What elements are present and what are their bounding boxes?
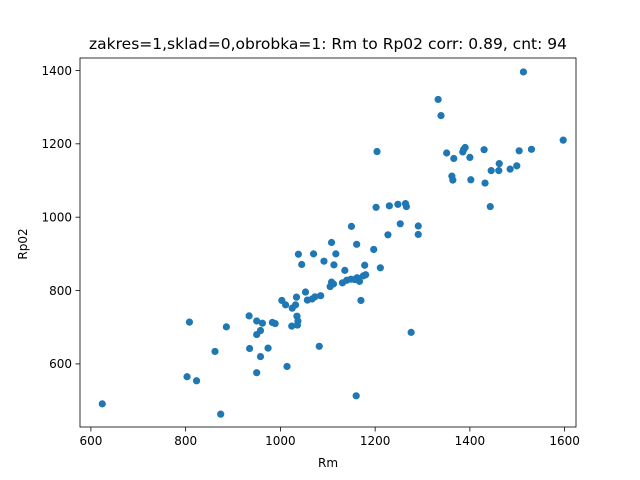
data-point bbox=[373, 147, 381, 156]
data-point bbox=[291, 301, 300, 309]
data-point bbox=[292, 293, 301, 301]
data-point bbox=[467, 176, 475, 184]
x-tick-label: 1000 bbox=[265, 434, 296, 448]
data-point bbox=[385, 202, 393, 210]
data-point bbox=[341, 266, 349, 274]
data-point bbox=[253, 369, 261, 377]
data-point bbox=[449, 176, 457, 184]
data-point bbox=[264, 344, 272, 352]
data-point bbox=[217, 410, 225, 418]
data-point bbox=[486, 202, 494, 211]
data-point bbox=[332, 250, 340, 258]
data-point bbox=[315, 342, 323, 350]
data-point bbox=[434, 95, 442, 104]
data-point bbox=[450, 154, 458, 163]
data-point bbox=[256, 326, 265, 335]
data-point bbox=[495, 167, 503, 175]
chart-title: zakres=1,sklad=0,obrobka=1: Rm to Rp02 c… bbox=[89, 35, 567, 53]
data-point bbox=[480, 146, 488, 154]
data-point bbox=[466, 153, 474, 161]
data-point bbox=[288, 322, 296, 330]
data-point bbox=[294, 317, 302, 325]
data-point bbox=[414, 230, 422, 239]
data-point bbox=[394, 200, 402, 208]
data-point bbox=[256, 352, 265, 361]
x-tick-label: 1600 bbox=[549, 434, 580, 448]
data-point bbox=[327, 238, 336, 247]
data-point bbox=[185, 318, 194, 326]
data-point bbox=[353, 240, 361, 248]
y-tick-label: 1200 bbox=[41, 137, 72, 151]
data-point bbox=[370, 245, 378, 254]
data-point bbox=[414, 222, 422, 230]
data-point bbox=[384, 231, 392, 239]
data-point bbox=[437, 111, 445, 120]
data-point bbox=[495, 160, 503, 168]
y-axis-label: Rp02 bbox=[16, 228, 30, 259]
data-point bbox=[298, 260, 306, 269]
y-tick-label: 1400 bbox=[41, 64, 72, 78]
data-point bbox=[355, 277, 364, 285]
data-point bbox=[329, 280, 338, 288]
data-point bbox=[330, 261, 338, 269]
data-point bbox=[361, 261, 369, 269]
data-point bbox=[347, 222, 356, 230]
data-point bbox=[396, 220, 404, 228]
x-tick-label: 1200 bbox=[360, 434, 391, 448]
data-point bbox=[519, 68, 528, 76]
data-point bbox=[443, 149, 451, 157]
data-point bbox=[559, 136, 567, 144]
data-point bbox=[246, 344, 254, 353]
data-point bbox=[513, 162, 521, 170]
data-point bbox=[183, 373, 191, 381]
data-point bbox=[527, 145, 536, 153]
data-point bbox=[309, 250, 318, 258]
data-point bbox=[271, 319, 279, 328]
data-point bbox=[515, 147, 523, 155]
data-point bbox=[362, 271, 370, 279]
x-tick-label: 1400 bbox=[455, 434, 486, 448]
x-axis-label: Rm bbox=[318, 456, 338, 470]
data-points bbox=[98, 68, 567, 418]
data-point bbox=[376, 264, 384, 272]
y-tick-label: 800 bbox=[49, 284, 72, 298]
x-axis: 600 800 1000 1200 1400 1600 bbox=[79, 427, 580, 448]
data-point bbox=[317, 292, 325, 300]
data-point bbox=[192, 377, 201, 385]
data-point bbox=[320, 257, 328, 265]
y-tick-label: 1000 bbox=[41, 210, 72, 224]
data-point bbox=[245, 312, 253, 320]
data-point bbox=[98, 400, 106, 408]
data-point bbox=[487, 167, 495, 175]
data-point bbox=[301, 288, 310, 296]
data-point bbox=[352, 392, 360, 400]
y-tick-label: 600 bbox=[49, 357, 72, 371]
data-point bbox=[402, 202, 410, 211]
data-point bbox=[222, 323, 230, 331]
x-tick-label: 800 bbox=[174, 434, 197, 448]
y-axis: 600 800 1000 1200 1400 bbox=[41, 64, 80, 371]
data-point bbox=[211, 347, 219, 356]
data-point bbox=[258, 319, 266, 327]
data-point bbox=[481, 179, 489, 187]
data-point bbox=[506, 165, 514, 173]
x-tick-label: 600 bbox=[79, 434, 102, 448]
data-point bbox=[407, 328, 415, 336]
data-point bbox=[311, 293, 319, 301]
data-point bbox=[283, 362, 291, 371]
data-point bbox=[372, 203, 380, 211]
data-point bbox=[294, 250, 302, 258]
plot-frame bbox=[79, 57, 577, 428]
data-point bbox=[357, 296, 365, 305]
data-point bbox=[461, 143, 469, 152]
data-point bbox=[253, 317, 261, 325]
data-point bbox=[282, 301, 290, 309]
